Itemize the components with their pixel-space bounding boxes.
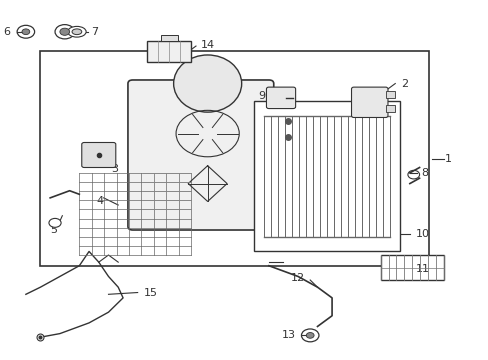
FancyBboxPatch shape [266, 87, 295, 109]
Ellipse shape [67, 26, 86, 37]
Text: 2: 2 [400, 78, 407, 89]
Circle shape [305, 333, 313, 338]
Text: 11: 11 [415, 264, 429, 274]
Bar [385, 91, 394, 98]
Ellipse shape [72, 29, 81, 35]
Text: 1: 1 [444, 154, 451, 163]
Circle shape [60, 28, 69, 35]
Text: 13: 13 [281, 330, 295, 341]
Text: 5: 5 [50, 225, 57, 235]
FancyBboxPatch shape [351, 87, 387, 117]
FancyBboxPatch shape [81, 143, 116, 167]
Text: 12: 12 [291, 273, 305, 283]
Bar [160, 35, 178, 41]
Bar [380, 255, 443, 280]
Text: 10: 10 [415, 229, 429, 239]
Bar [254, 102, 399, 251]
Circle shape [22, 29, 30, 35]
Text: 4: 4 [96, 197, 103, 206]
Text: 8: 8 [420, 168, 427, 178]
Text: 6: 6 [3, 27, 10, 37]
Ellipse shape [49, 219, 61, 227]
Text: 7: 7 [91, 27, 99, 37]
Bar [385, 105, 394, 112]
Text: 9: 9 [258, 91, 265, 101]
Text: 14: 14 [201, 40, 215, 50]
Bar [41, 51, 428, 266]
Ellipse shape [173, 55, 241, 112]
Text: 15: 15 [143, 288, 157, 297]
Bar [147, 41, 191, 62]
FancyBboxPatch shape [128, 80, 273, 230]
Text: 3: 3 [111, 164, 118, 174]
